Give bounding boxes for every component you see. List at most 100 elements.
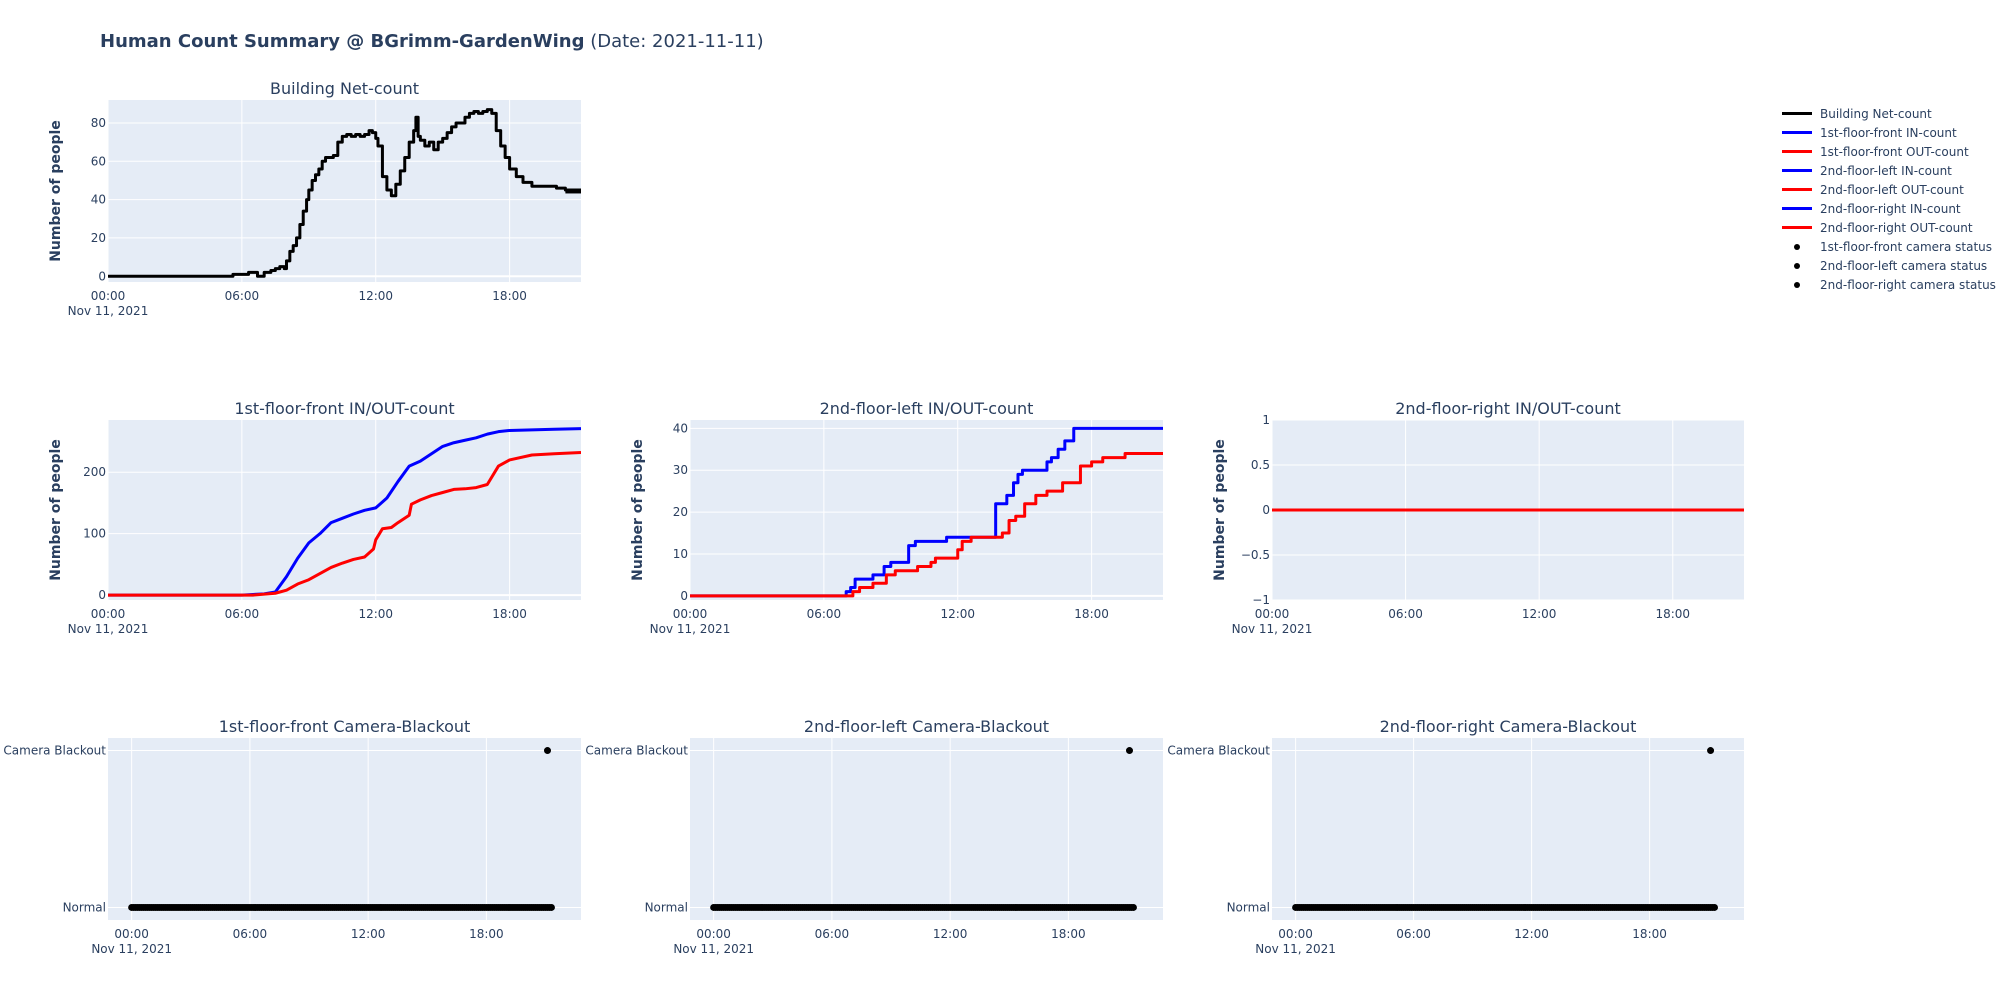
chart-building-net: Building Net-count 00:00 06:00 12:00 18:00 No… [48, 79, 581, 318]
legend-item[interactable]: Building Net-count [1782, 104, 1996, 123]
x-tick-label: 12:00 [933, 927, 968, 941]
y-tick-label: Normal [645, 900, 688, 914]
y-tick-label: Camera Blackout [3, 744, 106, 758]
marker-dot-icon [1794, 281, 1800, 288]
legend: Building Net-count 1st-floor-front IN-cou… [1782, 104, 1996, 294]
x-tick-label: 06:00 [807, 607, 842, 621]
x-tick-label: 00:00 [91, 607, 126, 621]
y-tick-label: 0 [98, 588, 106, 602]
x-tick-label: 18:00 [1051, 927, 1086, 941]
legend-label: 2nd-floor-right OUT-count [1820, 220, 1973, 235]
series-line-building-net-count [108, 108, 581, 278]
marker-dot-icon [1794, 243, 1800, 250]
x-tick-label: 18:00 [1074, 607, 1109, 621]
legend-marker-icon [1782, 262, 1812, 269]
x-date-label: Nov 11, 2021 [91, 942, 172, 956]
legend-label: Building Net-count [1820, 106, 1932, 121]
legend-item[interactable]: 2nd-floor-right camera status [1782, 275, 1996, 294]
x-tick-label: 06:00 [815, 927, 850, 941]
legend-label: 1st-floor-front OUT-count [1820, 144, 1969, 159]
series-line-1st-floor-front-out-count [108, 451, 581, 597]
x-date-label: Nov 11, 2021 [68, 622, 149, 636]
x-tick-label: 00:00 [114, 927, 149, 941]
y-tick-label: 200 [83, 465, 106, 479]
legend-item[interactable]: 2nd-floor-left camera status [1782, 256, 1996, 275]
y-tick-label: 0 [98, 269, 106, 283]
status-point-normal [547, 903, 555, 911]
x-tick-label: 18:00 [1655, 607, 1690, 621]
chart-sf-right: 2nd-floor-right IN/OUT-count 00:00 06:00 12… [1212, 399, 1744, 636]
x-tick-label: 18:00 [492, 289, 527, 303]
y-tick-label: 0 [680, 589, 688, 603]
y-tick-label: 100 [83, 527, 106, 541]
chart-sf-right-cam: 2nd-floor-right Camera-Blackout 00:00 06:0… [1167, 717, 1744, 956]
legend-item[interactable]: 1st-floor-front OUT-count [1782, 142, 1996, 161]
chart-ff-front: 1st-floor-front IN/OUT-count 00:00 06:00 12… [48, 399, 581, 636]
figure-title-date: (Date: 2021-11-11) [584, 31, 764, 52]
legend-item[interactable]: 1st-floor-front IN-count [1782, 123, 1996, 142]
y-tick-label: 10 [673, 547, 688, 561]
legend-item[interactable]: 2nd-floor-left OUT-count [1782, 180, 1996, 199]
chart-title: 1st-floor-front IN/OUT-count [234, 399, 454, 418]
x-tick-label: 12:00 [351, 927, 386, 941]
y-tick-label: 20 [673, 505, 688, 519]
chart-title: 2nd-floor-right Camera-Blackout [1380, 717, 1637, 736]
legend-item[interactable]: 2nd-floor-right OUT-count [1782, 218, 1996, 237]
legend-line-icon [1782, 169, 1812, 172]
chart-title: 1st-floor-front Camera-Blackout [219, 717, 471, 736]
x-tick-label: 06:00 [1396, 927, 1431, 941]
series-line-2nd-floor-left-out-count [690, 451, 1163, 598]
y-tick-label: 0 [1262, 503, 1270, 517]
chart-sf-left: 2nd-floor-left IN/OUT-count 00:00 06:00 12:… [630, 399, 1163, 636]
data-layer [128, 747, 555, 911]
plot-area [108, 420, 581, 600]
plot-area [690, 738, 1163, 920]
legend-marker-icon [1782, 281, 1812, 288]
y-tick-label: −0.5 [1241, 548, 1270, 562]
chart-title: 2nd-floor-left IN/OUT-count [820, 399, 1034, 418]
x-date-label: Nov 11, 2021 [1255, 942, 1336, 956]
y-tick-label: 1 [1262, 413, 1270, 427]
plot-area [108, 100, 581, 282]
y-axis-label: Number of people [48, 439, 64, 581]
x-tick-label: 12:00 [358, 607, 393, 621]
data-layer [108, 427, 581, 597]
y-tick-label: −1 [1252, 593, 1270, 607]
x-tick-label: 00:00 [1278, 927, 1313, 941]
x-tick-label: 00:00 [1255, 607, 1290, 621]
x-tick-label: 18:00 [492, 607, 527, 621]
legend-label: 1st-floor-front IN-count [1820, 125, 1957, 140]
data-layer [108, 108, 581, 278]
x-tick-label: 18:00 [469, 927, 504, 941]
x-tick-label: 18:00 [1632, 927, 1667, 941]
plot-area [690, 420, 1163, 600]
legend-label: 2nd-floor-left OUT-count [1820, 182, 1964, 197]
legend-label: 2nd-floor-right camera status [1820, 277, 1996, 292]
status-point-blackout [1707, 747, 1715, 755]
x-date-label: Nov 11, 2021 [650, 622, 731, 636]
x-date-label: Nov 11, 2021 [68, 304, 149, 318]
status-point-normal [1711, 903, 1718, 911]
data-layer [690, 426, 1163, 598]
legend-item[interactable]: 2nd-floor-right IN-count [1782, 199, 1996, 218]
x-tick-label: 06:00 [225, 289, 260, 303]
legend-line-icon [1782, 131, 1812, 134]
y-tick-label: Camera Blackout [1167, 744, 1270, 758]
legend-line-icon [1782, 188, 1812, 191]
legend-label: 2nd-floor-left IN-count [1820, 163, 1952, 178]
x-tick-label: 00:00 [91, 289, 126, 303]
y-tick-label: Camera Blackout [585, 744, 688, 758]
legend-item[interactable]: 1st-floor-front camera status [1782, 237, 1996, 256]
legend-line-icon [1782, 226, 1812, 229]
legend-item[interactable]: 2nd-floor-left IN-count [1782, 161, 1996, 180]
y-axis-label: Number of people [1212, 439, 1228, 581]
series-line-1st-floor-front-in-count [108, 427, 581, 597]
plot-area [1272, 738, 1744, 920]
x-date-label: Nov 11, 2021 [1232, 622, 1313, 636]
chart-ff-front-cam: 1st-floor-front Camera-Blackout 00:00 06:0… [3, 717, 581, 956]
y-tick-label: 30 [673, 463, 688, 477]
x-tick-label: 00:00 [673, 607, 708, 621]
legend-line-icon [1782, 150, 1812, 153]
legend-line-icon [1782, 207, 1812, 210]
